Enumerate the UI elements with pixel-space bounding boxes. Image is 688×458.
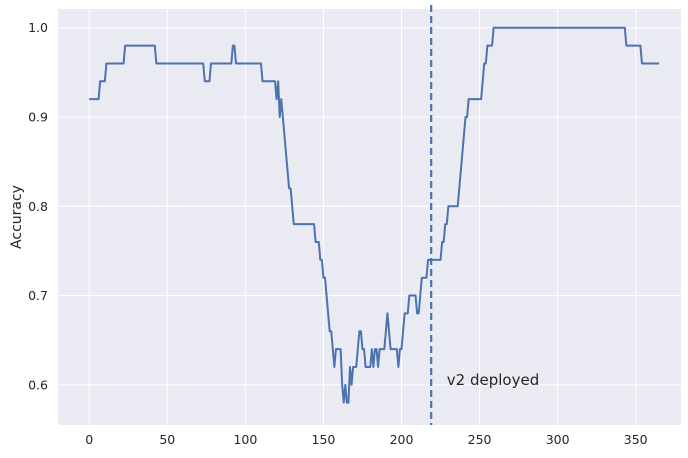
y-axis-label: Accuracy <box>9 185 25 249</box>
x-tick-label: 250 <box>468 432 492 447</box>
x-tick-label: 200 <box>390 432 414 447</box>
x-tick-label: 0 <box>85 432 93 447</box>
y-tick-label: 0.7 <box>28 288 48 303</box>
deployment-annotation: v2 deployed <box>447 371 539 389</box>
x-tick-label: 350 <box>624 432 648 447</box>
y-tick-label: 0.6 <box>28 377 48 392</box>
x-tick-label: 150 <box>312 432 336 447</box>
accuracy-series-line <box>89 26 660 404</box>
x-tick-labels: 0 50 100 150 200 250 300 350 <box>85 432 647 447</box>
x-tick-label: 100 <box>233 432 257 447</box>
y-tick-labels: 0.6 0.7 0.8 0.9 1.0 <box>28 20 48 392</box>
plot-background <box>58 9 681 425</box>
x-tick-label: 50 <box>159 432 175 447</box>
y-tick-label: 1.0 <box>28 20 48 35</box>
y-tick-label: 0.8 <box>28 199 48 214</box>
y-tick-label: 0.9 <box>28 110 48 125</box>
x-tick-label: 300 <box>546 432 570 447</box>
